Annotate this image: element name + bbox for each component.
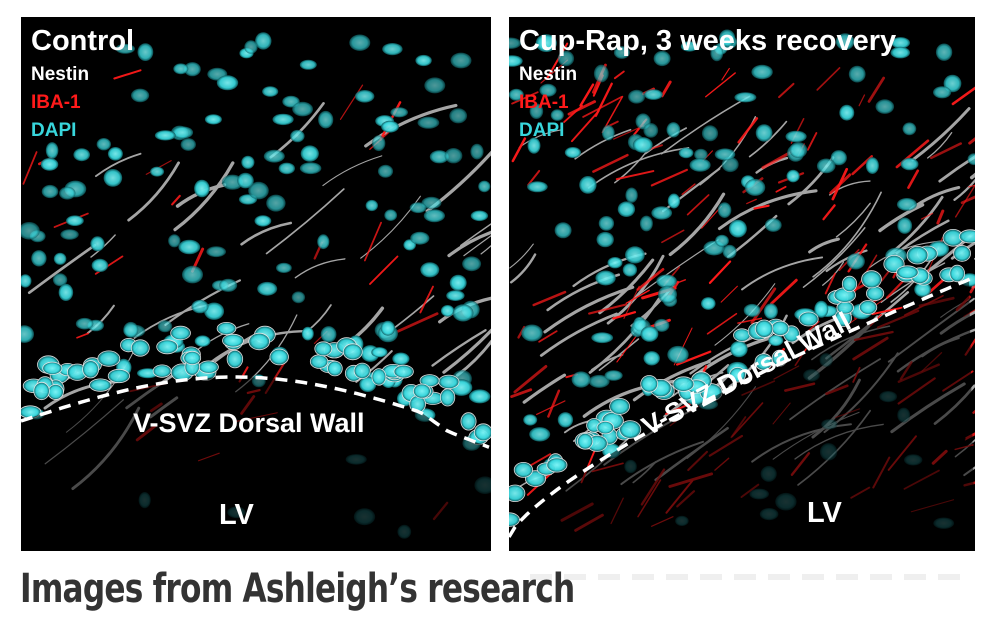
dapi-nuclei [21, 32, 491, 539]
dorsal-wall-label-left: V-SVZ Dorsal Wall [133, 408, 365, 438]
panel-title-cup-rap: Cup-Rap, 3 weeks recovery [519, 25, 897, 57]
cup-rap-micrograph [509, 17, 975, 551]
lv-label-right: LV [807, 497, 842, 529]
lateral-ventricle-region [509, 279, 975, 551]
faded-text-strip [530, 574, 970, 580]
legend-iba1: IBA-1 [31, 92, 81, 113]
lv-label-left: LV [219, 499, 254, 531]
control-microscopy-panel: Control Nestin IBA-1 DAPI V-SVZ Dorsal W… [21, 17, 491, 551]
legend-nestin: Nestin [31, 64, 90, 85]
dorsal-wall-dashed-line [509, 277, 972, 538]
stain-legend-left: Nestin IBA-1 DAPI [31, 61, 89, 145]
legend-nestin: Nestin [519, 64, 578, 85]
dorsal-wall-dashed-line [21, 375, 490, 449]
panel-title-control: Control [31, 25, 135, 57]
legend-dapi: DAPI [519, 120, 565, 141]
lateral-ventricle-region [21, 377, 491, 551]
control-micrograph [21, 17, 491, 551]
legend-iba1: IBA-1 [519, 92, 569, 113]
legend-dapi: DAPI [31, 120, 77, 141]
cup-rap-microscopy-panel: Cup-Rap, 3 weeks recovery Nestin IBA-1 D… [509, 17, 975, 551]
stain-legend-right: Nestin IBA-1 DAPI [519, 61, 577, 145]
figure-caption: Images from Ashleigh’s research [20, 566, 575, 612]
